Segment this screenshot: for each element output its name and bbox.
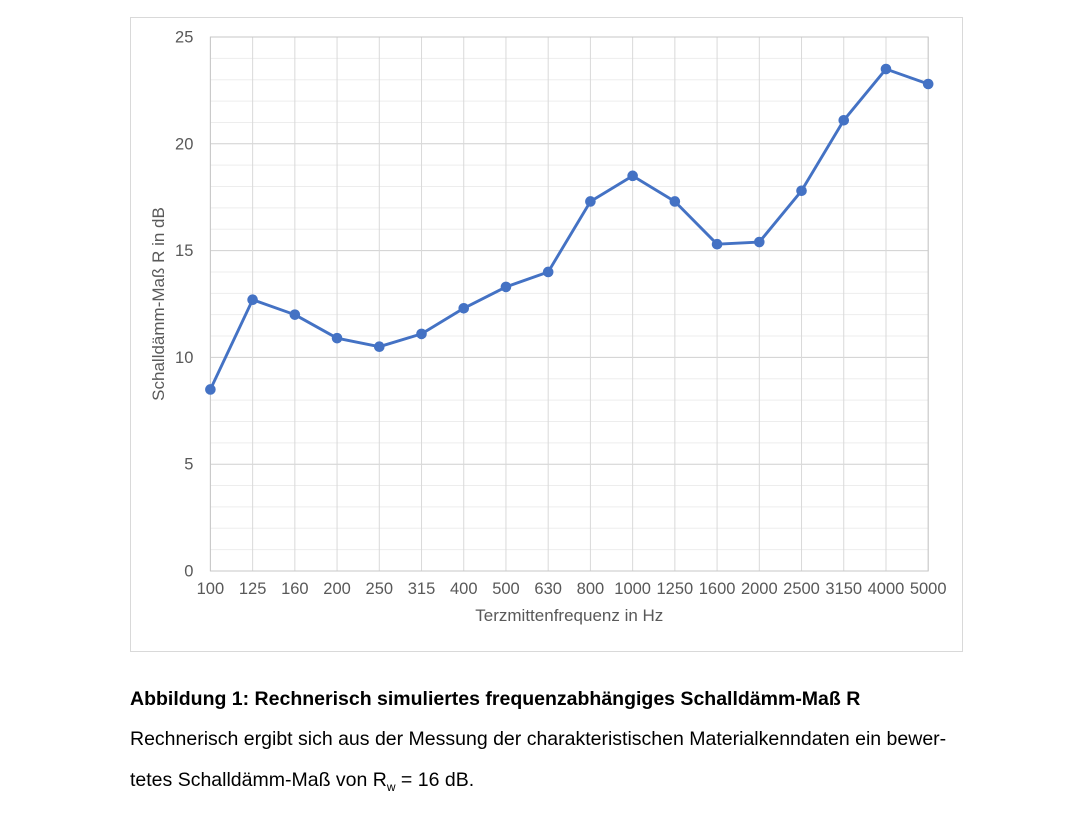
svg-text:2500: 2500 bbox=[783, 580, 820, 598]
svg-text:4000: 4000 bbox=[868, 580, 905, 598]
svg-text:5: 5 bbox=[184, 456, 193, 474]
svg-text:15: 15 bbox=[175, 242, 193, 260]
svg-text:2000: 2000 bbox=[741, 580, 778, 598]
svg-text:0: 0 bbox=[184, 563, 193, 581]
svg-text:Schalldämm-Maß R in dB: Schalldämm-Maß R in dB bbox=[149, 207, 168, 401]
svg-text:Terzmittenfrequenz in Hz: Terzmittenfrequenz in Hz bbox=[475, 606, 663, 625]
svg-text:25: 25 bbox=[175, 29, 193, 47]
svg-text:500: 500 bbox=[492, 580, 520, 598]
svg-text:100: 100 bbox=[197, 580, 225, 598]
svg-text:250: 250 bbox=[366, 580, 394, 598]
svg-text:1250: 1250 bbox=[657, 580, 694, 598]
svg-text:20: 20 bbox=[175, 135, 193, 153]
svg-text:800: 800 bbox=[577, 580, 605, 598]
svg-text:5000: 5000 bbox=[910, 580, 947, 598]
svg-text:125: 125 bbox=[239, 580, 267, 598]
svg-text:400: 400 bbox=[450, 580, 478, 598]
svg-text:1600: 1600 bbox=[699, 580, 736, 598]
svg-text:160: 160 bbox=[281, 580, 309, 598]
svg-text:1000: 1000 bbox=[614, 580, 651, 598]
svg-text:10: 10 bbox=[175, 349, 193, 367]
svg-text:315: 315 bbox=[408, 580, 436, 598]
svg-text:3150: 3150 bbox=[825, 580, 862, 598]
svg-text:630: 630 bbox=[534, 580, 562, 598]
svg-text:200: 200 bbox=[323, 580, 351, 598]
